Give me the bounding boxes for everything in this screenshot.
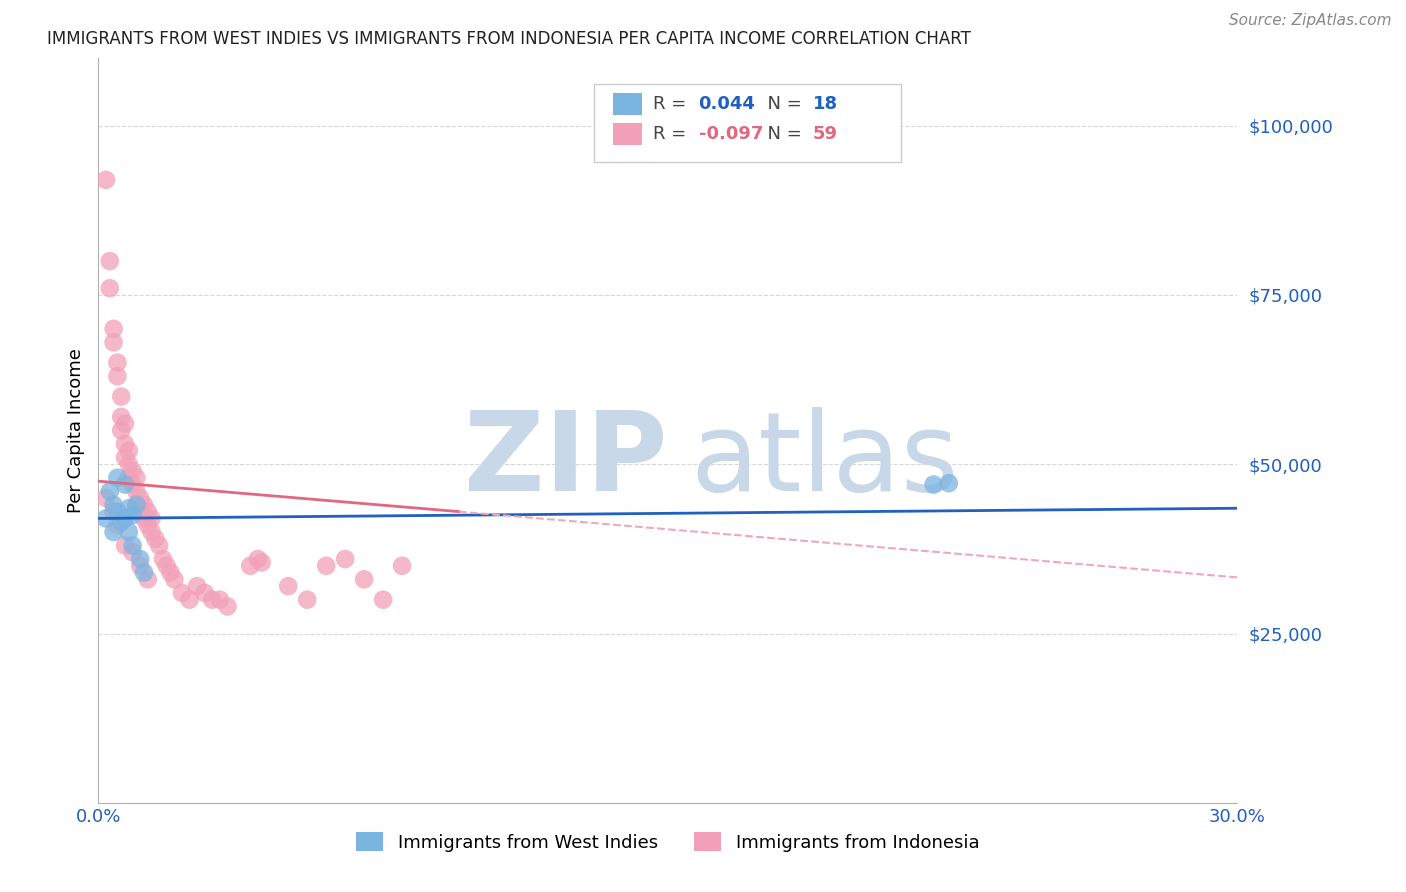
- Text: R =: R =: [652, 95, 692, 113]
- Point: [121, 545, 143, 559]
- Text: atlas: atlas: [690, 407, 959, 514]
- Point: [148, 539, 170, 553]
- Point: [246, 552, 269, 566]
- Point: [201, 592, 224, 607]
- Point: [121, 539, 143, 553]
- Text: Source: ZipAtlas.com: Source: ZipAtlas.com: [1229, 13, 1392, 29]
- Point: [125, 498, 148, 512]
- Point: [141, 511, 163, 525]
- Point: [156, 558, 179, 573]
- Text: 59: 59: [813, 125, 838, 143]
- Point: [114, 450, 136, 465]
- Point: [103, 335, 125, 350]
- Point: [132, 511, 155, 525]
- Point: [141, 524, 163, 539]
- Point: [145, 532, 167, 546]
- Point: [121, 464, 143, 478]
- Point: [110, 515, 132, 529]
- Point: [132, 566, 155, 580]
- Point: [129, 491, 152, 505]
- Point: [371, 592, 394, 607]
- Point: [186, 579, 208, 593]
- Point: [132, 498, 155, 512]
- Text: 0.044: 0.044: [699, 95, 755, 113]
- Point: [94, 491, 117, 505]
- Point: [391, 558, 413, 573]
- Point: [94, 511, 117, 525]
- Point: [152, 552, 174, 566]
- Point: [98, 254, 121, 268]
- Point: [118, 443, 141, 458]
- Point: [239, 558, 262, 573]
- Point: [136, 505, 159, 519]
- Point: [107, 356, 129, 370]
- Point: [107, 505, 129, 519]
- Point: [179, 592, 201, 607]
- Text: N =: N =: [755, 125, 807, 143]
- Point: [163, 573, 186, 587]
- FancyBboxPatch shape: [593, 84, 901, 162]
- Point: [103, 498, 125, 512]
- Point: [107, 471, 129, 485]
- Point: [107, 369, 129, 384]
- Point: [125, 498, 148, 512]
- Text: 18: 18: [813, 95, 838, 113]
- Point: [136, 573, 159, 587]
- Point: [129, 552, 152, 566]
- Point: [315, 558, 337, 573]
- Legend: Immigrants from West Indies, Immigrants from Indonesia: Immigrants from West Indies, Immigrants …: [347, 823, 988, 861]
- Point: [121, 477, 143, 491]
- Point: [121, 508, 143, 522]
- Y-axis label: Per Capita Income: Per Capita Income: [66, 348, 84, 513]
- Point: [110, 409, 132, 424]
- Point: [922, 477, 945, 491]
- Text: IMMIGRANTS FROM WEST INDIES VS IMMIGRANTS FROM INDONESIA PER CAPITA INCOME CORRE: IMMIGRANTS FROM WEST INDIES VS IMMIGRANT…: [48, 30, 972, 48]
- Point: [103, 524, 125, 539]
- Point: [94, 173, 117, 187]
- Point: [277, 579, 299, 593]
- Point: [208, 592, 231, 607]
- Point: [98, 484, 121, 499]
- Text: N =: N =: [755, 95, 807, 113]
- Bar: [613, 93, 641, 115]
- Point: [118, 471, 141, 485]
- Text: -0.097: -0.097: [699, 125, 763, 143]
- Point: [129, 505, 152, 519]
- Point: [114, 477, 136, 491]
- Text: ZIP: ZIP: [464, 407, 668, 514]
- Point: [125, 471, 148, 485]
- Point: [114, 437, 136, 451]
- Point: [114, 511, 136, 525]
- Point: [118, 457, 141, 471]
- Point: [297, 592, 319, 607]
- Point: [118, 524, 141, 539]
- Point: [114, 539, 136, 553]
- Point: [129, 558, 152, 573]
- Text: R =: R =: [652, 125, 692, 143]
- Point: [107, 518, 129, 533]
- Point: [110, 390, 132, 404]
- Point: [170, 586, 193, 600]
- Point: [194, 586, 217, 600]
- Bar: [613, 123, 641, 145]
- Point: [98, 281, 121, 295]
- Point: [353, 573, 375, 587]
- Point: [335, 552, 357, 566]
- Point: [114, 417, 136, 431]
- Point: [110, 423, 132, 437]
- Point: [217, 599, 239, 614]
- Point: [250, 556, 273, 570]
- Point: [103, 505, 125, 519]
- Point: [125, 484, 148, 499]
- Point: [159, 566, 181, 580]
- Point: [103, 322, 125, 336]
- Point: [938, 476, 960, 491]
- Point: [136, 518, 159, 533]
- Point: [118, 501, 141, 516]
